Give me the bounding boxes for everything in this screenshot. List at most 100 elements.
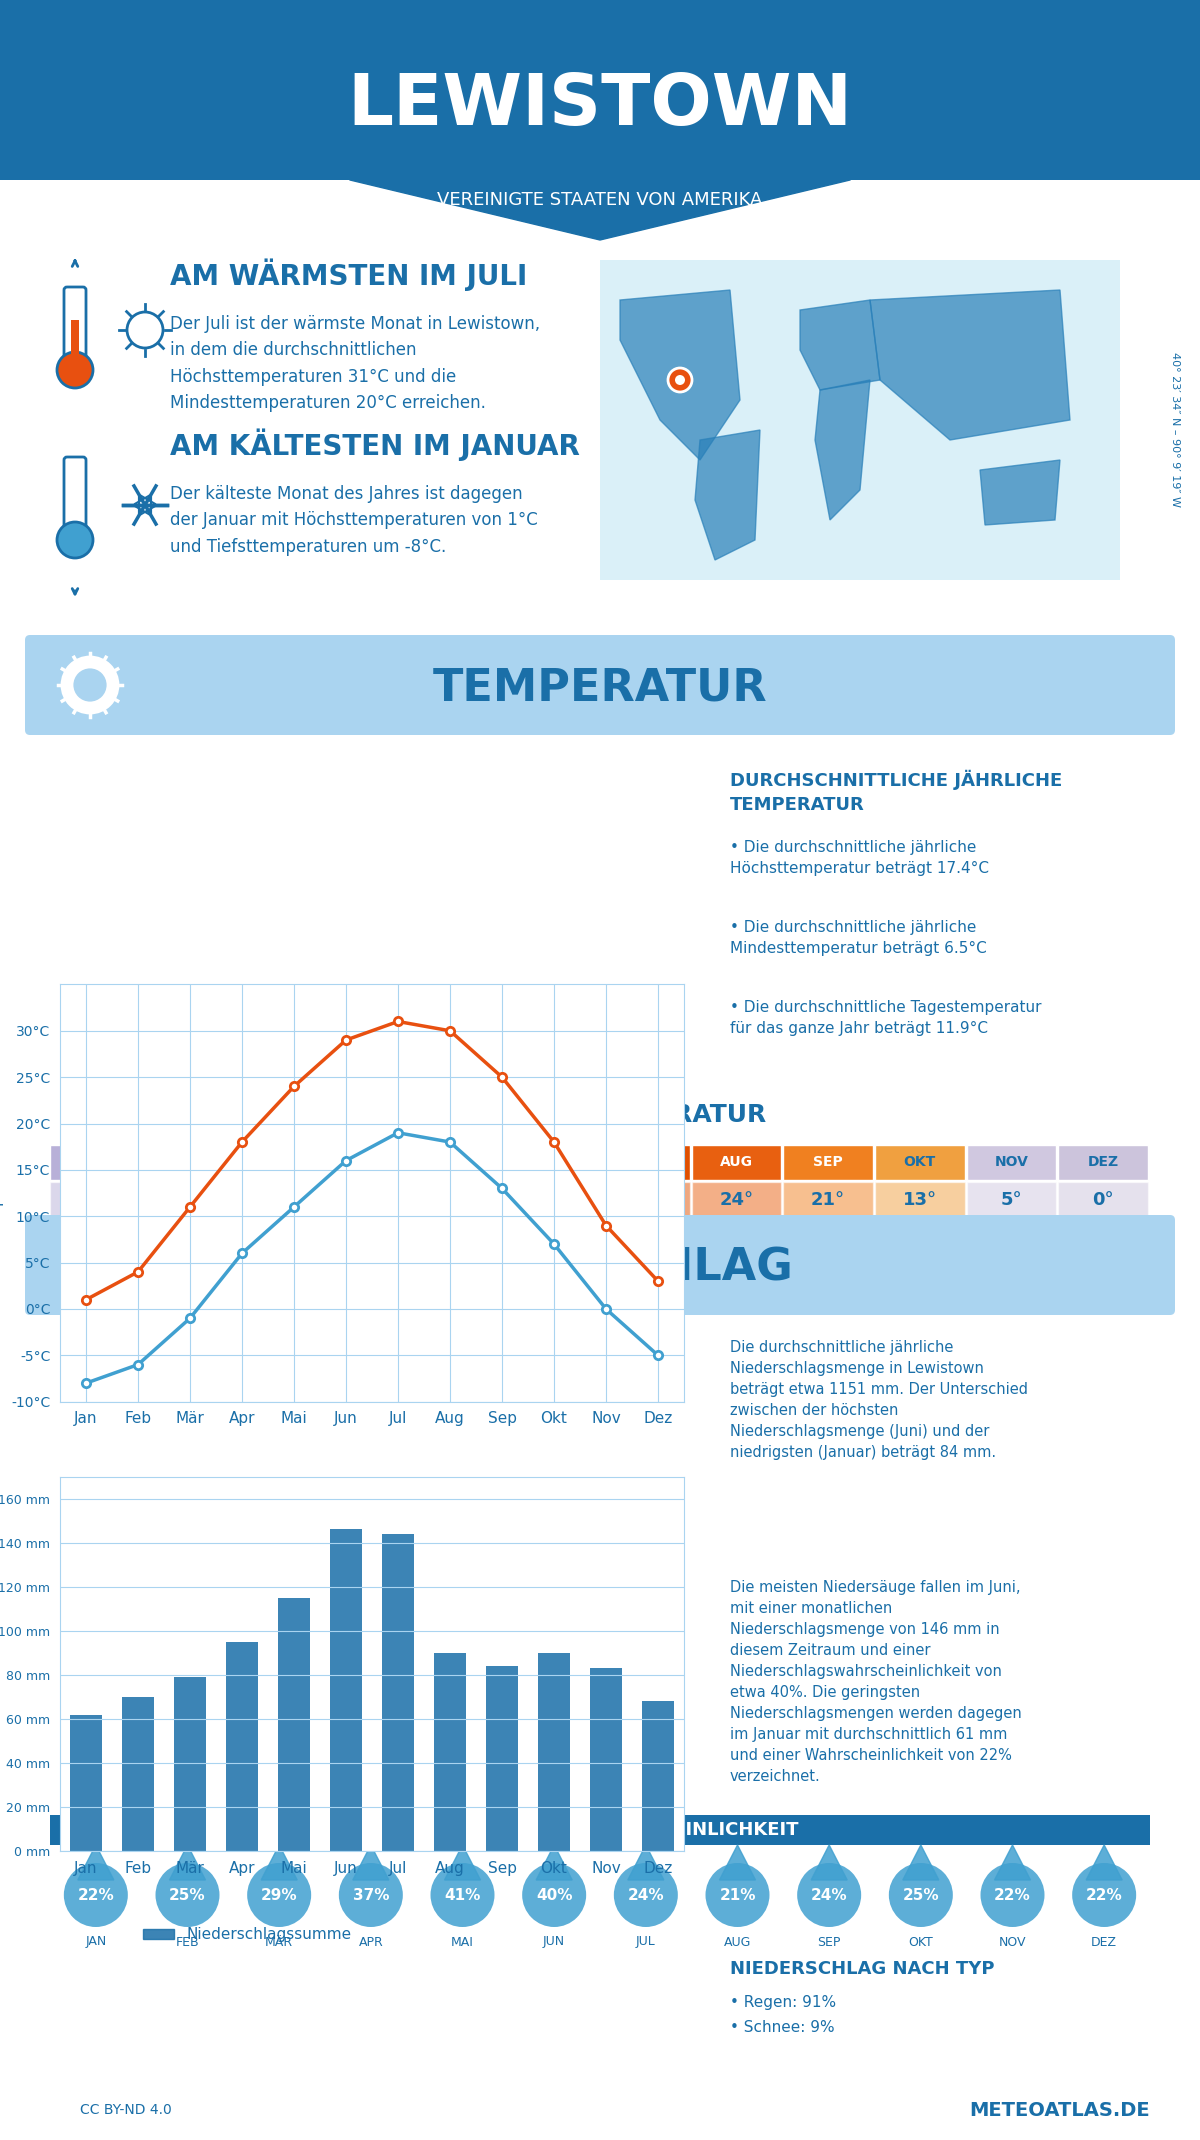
Text: AM WÄRMSTEN IM JULI: AM WÄRMSTEN IM JULI xyxy=(170,259,527,291)
Bar xyxy=(434,1652,466,1851)
Text: • Schnee: 9%: • Schnee: 9% xyxy=(730,2020,835,2035)
Bar xyxy=(71,1714,102,1851)
Text: SEP: SEP xyxy=(817,1935,841,1950)
Polygon shape xyxy=(1086,1845,1122,1881)
Text: NIEDERSCHLAGSWAHRSCHEINLICHKEIT: NIEDERSCHLAGSWAHRSCHEINLICHKEIT xyxy=(401,1821,799,1838)
Circle shape xyxy=(522,1864,586,1926)
Text: JUL: JUL xyxy=(636,1935,655,1950)
Text: MÄR: MÄR xyxy=(260,1156,295,1168)
FancyBboxPatch shape xyxy=(691,1181,781,1218)
Text: APR: APR xyxy=(359,1935,383,1950)
Text: 25%: 25% xyxy=(169,1887,206,1902)
Polygon shape xyxy=(620,291,740,460)
Text: 25°: 25° xyxy=(628,1192,662,1209)
Text: MAI: MAI xyxy=(446,1156,476,1168)
FancyBboxPatch shape xyxy=(50,1181,139,1218)
FancyBboxPatch shape xyxy=(967,1181,1056,1218)
Circle shape xyxy=(58,351,94,387)
Text: NOV: NOV xyxy=(998,1935,1026,1950)
Text: • Regen: 91%: • Regen: 91% xyxy=(730,1994,836,2009)
Text: NIEDERSCHLAG: NIEDERSCHLAG xyxy=(406,1245,794,1290)
Text: 21%: 21% xyxy=(719,1887,756,1902)
Text: METEOATLAS.DE: METEOATLAS.DE xyxy=(970,2101,1150,2119)
Text: 22%: 22% xyxy=(994,1887,1031,1902)
Text: 29%: 29% xyxy=(260,1887,298,1902)
Text: Die meisten Niedersäuge fallen im Juni,
mit einer monatlichen
Niederschlagsmenge: Die meisten Niedersäuge fallen im Juni, … xyxy=(730,1579,1021,1785)
Polygon shape xyxy=(800,300,880,389)
FancyBboxPatch shape xyxy=(600,259,1120,580)
FancyBboxPatch shape xyxy=(509,1181,598,1218)
Text: OKT: OKT xyxy=(908,1935,934,1950)
FancyBboxPatch shape xyxy=(325,1145,415,1179)
Text: 12°: 12° xyxy=(353,1192,386,1209)
Text: Der kälteste Monat des Jahres ist dagegen
der Januar mit Höchsttemperaturen von : Der kälteste Monat des Jahres ist dagege… xyxy=(170,486,538,556)
FancyBboxPatch shape xyxy=(1058,1145,1148,1179)
FancyBboxPatch shape xyxy=(600,1145,690,1179)
Text: JUL: JUL xyxy=(632,1156,658,1168)
Bar xyxy=(330,1530,361,1851)
FancyBboxPatch shape xyxy=(64,458,86,533)
FancyBboxPatch shape xyxy=(25,1216,1175,1314)
Text: 6°: 6° xyxy=(268,1192,289,1209)
FancyBboxPatch shape xyxy=(325,1181,415,1218)
Text: DEZ: DEZ xyxy=(1091,1935,1117,1950)
Text: JAN: JAN xyxy=(85,1935,107,1950)
Legend: Niederschlagssumme: Niederschlagssumme xyxy=(137,1922,358,1947)
Polygon shape xyxy=(444,1845,480,1881)
Bar xyxy=(486,1667,517,1851)
Polygon shape xyxy=(169,1845,205,1881)
Text: CC BY-ND 4.0: CC BY-ND 4.0 xyxy=(80,2104,172,2116)
Text: DEZ: DEZ xyxy=(1087,1156,1118,1168)
Text: MAI: MAI xyxy=(451,1935,474,1950)
Circle shape xyxy=(668,368,692,392)
Text: AM KÄLTESTEN IM JANUAR: AM KÄLTESTEN IM JANUAR xyxy=(170,428,580,460)
Text: MÄR: MÄR xyxy=(265,1935,293,1950)
FancyBboxPatch shape xyxy=(600,1181,690,1218)
Text: Der Juli ist der wärmste Monat in Lewistown,
in dem die durchschnittlichen
Höchs: Der Juli ist der wärmste Monat in Lewist… xyxy=(170,315,540,413)
FancyBboxPatch shape xyxy=(509,1145,598,1179)
Polygon shape xyxy=(870,291,1070,441)
Text: 24%: 24% xyxy=(628,1887,664,1902)
Text: 22%: 22% xyxy=(78,1887,114,1902)
FancyBboxPatch shape xyxy=(967,1145,1056,1179)
Circle shape xyxy=(58,522,94,559)
FancyBboxPatch shape xyxy=(142,1145,232,1179)
FancyBboxPatch shape xyxy=(875,1181,965,1218)
Text: OKT: OKT xyxy=(904,1156,936,1168)
FancyBboxPatch shape xyxy=(71,524,79,539)
Circle shape xyxy=(127,312,163,349)
Text: LEWISTOWN: LEWISTOWN xyxy=(348,71,852,139)
Text: 23°: 23° xyxy=(536,1192,570,1209)
FancyBboxPatch shape xyxy=(64,287,86,364)
Polygon shape xyxy=(350,0,850,240)
Text: 0°: 0° xyxy=(1092,1192,1114,1209)
Text: 22%: 22% xyxy=(1086,1887,1122,1902)
FancyBboxPatch shape xyxy=(233,1145,323,1179)
Polygon shape xyxy=(262,1845,298,1881)
Text: 40° 23′ 34″ N – 90° 9′ 19″ W: 40° 23′ 34″ N – 90° 9′ 19″ W xyxy=(1170,353,1180,507)
Circle shape xyxy=(614,1864,678,1926)
Text: NIEDERSCHLAG NACH TYP: NIEDERSCHLAG NACH TYP xyxy=(730,1960,995,1977)
Bar xyxy=(122,1697,154,1851)
Circle shape xyxy=(247,1864,311,1926)
Circle shape xyxy=(338,1864,403,1926)
FancyBboxPatch shape xyxy=(691,1145,781,1179)
Polygon shape xyxy=(995,1845,1031,1881)
Text: AUG: AUG xyxy=(720,1156,754,1168)
Polygon shape xyxy=(78,1845,114,1881)
Text: TÄGLICHE TEMPERATUR: TÄGLICHE TEMPERATUR xyxy=(434,1102,766,1128)
Text: -1°: -1° xyxy=(172,1192,202,1209)
Legend: Maximale Temperatur, Minimale Temperatur: Maximale Temperatur, Minimale Temperatur xyxy=(68,1483,526,1511)
Circle shape xyxy=(431,1864,494,1926)
FancyBboxPatch shape xyxy=(142,1181,232,1218)
Bar xyxy=(174,1678,205,1851)
FancyBboxPatch shape xyxy=(25,636,1175,734)
Bar xyxy=(539,1652,570,1851)
FancyBboxPatch shape xyxy=(875,1145,965,1179)
FancyBboxPatch shape xyxy=(1058,1181,1148,1218)
Text: JUN: JUN xyxy=(539,1156,568,1168)
Circle shape xyxy=(889,1864,953,1926)
Polygon shape xyxy=(980,460,1060,524)
Text: JUN: JUN xyxy=(544,1935,565,1950)
Polygon shape xyxy=(353,1845,389,1881)
